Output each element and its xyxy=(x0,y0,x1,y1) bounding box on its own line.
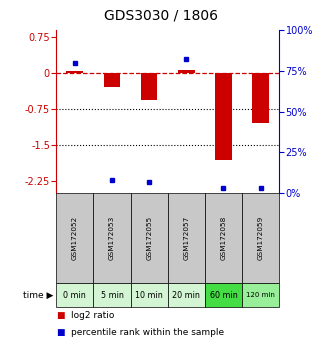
Text: GSM172058: GSM172058 xyxy=(221,216,227,260)
Text: GDS3030 / 1806: GDS3030 / 1806 xyxy=(103,9,218,23)
Text: 0 min: 0 min xyxy=(63,291,86,300)
Bar xyxy=(141,73,158,99)
Bar xyxy=(104,73,120,87)
Text: 120 min: 120 min xyxy=(246,292,275,298)
Text: GSM172059: GSM172059 xyxy=(258,216,264,260)
Text: ■: ■ xyxy=(56,328,65,337)
Text: GSM172055: GSM172055 xyxy=(146,216,152,260)
Text: GSM172052: GSM172052 xyxy=(72,216,78,260)
Text: 60 min: 60 min xyxy=(210,291,237,300)
Text: log2 ratio: log2 ratio xyxy=(71,311,114,320)
Text: 5 min: 5 min xyxy=(100,291,123,300)
Text: 10 min: 10 min xyxy=(135,291,163,300)
Text: GSM172057: GSM172057 xyxy=(183,216,189,260)
Text: ■: ■ xyxy=(56,311,65,320)
Bar xyxy=(178,70,195,73)
Text: 20 min: 20 min xyxy=(172,291,200,300)
Bar xyxy=(252,73,269,124)
Text: percentile rank within the sample: percentile rank within the sample xyxy=(71,328,224,337)
Bar xyxy=(66,71,83,73)
Text: time ▶: time ▶ xyxy=(22,291,53,300)
Text: GSM172053: GSM172053 xyxy=(109,216,115,260)
Bar xyxy=(215,73,232,160)
